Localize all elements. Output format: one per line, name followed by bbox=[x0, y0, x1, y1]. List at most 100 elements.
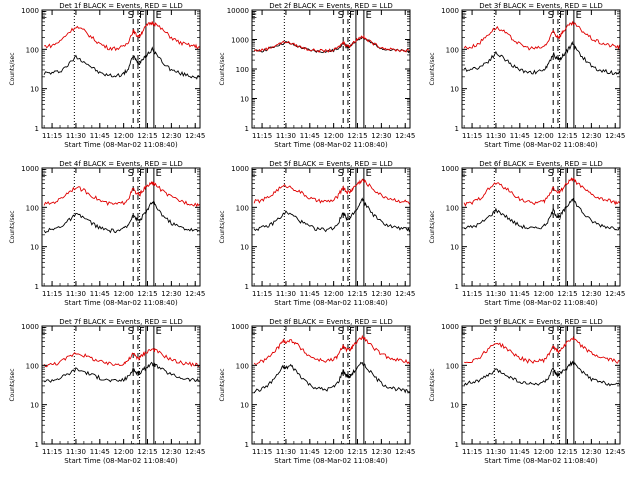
x-tick-label: 11:30 bbox=[486, 290, 506, 298]
interval-label: F bbox=[139, 168, 145, 179]
y-tick-label: 1000 bbox=[441, 323, 459, 331]
lld-series-line bbox=[253, 178, 411, 205]
x-tick-label: 11:15 bbox=[252, 132, 272, 140]
y-tick-label: 1000 bbox=[231, 165, 249, 173]
y-tick-label: 10000 bbox=[227, 7, 249, 15]
x-tick-label: 11:30 bbox=[486, 448, 506, 456]
y-axis-label: Counts/sec bbox=[9, 368, 16, 401]
y-tick-label: 10 bbox=[240, 244, 249, 252]
x-tick-label: 11:15 bbox=[462, 290, 482, 298]
y-tick-label: 1000 bbox=[21, 7, 39, 15]
interval-label: E bbox=[251, 326, 257, 337]
plot-frame bbox=[251, 9, 411, 129]
events-series-line bbox=[253, 197, 411, 233]
y-tick-label: 1 bbox=[35, 283, 39, 291]
plot-frame bbox=[461, 9, 621, 129]
x-tick-label: 12:45 bbox=[395, 132, 415, 140]
y-tick-label: 100 bbox=[236, 66, 249, 74]
x-tick-label: 11:15 bbox=[252, 290, 272, 298]
y-tick-label: 1000 bbox=[441, 7, 459, 15]
events-series-line bbox=[463, 198, 621, 231]
y-tick-label: 100 bbox=[446, 362, 459, 370]
x-tick-label: 11:45 bbox=[90, 448, 110, 456]
interval-label: F bbox=[349, 168, 355, 179]
y-axis-label: Counts/sec bbox=[429, 52, 436, 85]
y-tick-label: 1 bbox=[455, 125, 459, 133]
x-tick-label: 12:00 bbox=[114, 132, 134, 140]
y-axis-label: Counts/sec bbox=[219, 368, 226, 401]
x-tick-label: 11:45 bbox=[90, 132, 110, 140]
x-tick-label: 11:15 bbox=[42, 290, 62, 298]
chart-title: Det 2f BLACK = Events, RED = LLD bbox=[269, 2, 392, 10]
y-tick-label: 100 bbox=[446, 204, 459, 212]
chart-title: Det 3f BLACK = Events, RED = LLD bbox=[479, 2, 602, 10]
x-tick-label: 11:15 bbox=[42, 132, 62, 140]
x-tick-label: 12:15 bbox=[557, 290, 577, 298]
y-tick-label: 10 bbox=[30, 244, 39, 252]
interval-label: S bbox=[338, 168, 344, 179]
plot-frame bbox=[461, 325, 621, 445]
y-tick-label: 1 bbox=[455, 283, 459, 291]
plot-frame bbox=[41, 325, 201, 445]
x-tick-label: 12:00 bbox=[534, 448, 554, 456]
y-tick-label: 1 bbox=[245, 125, 249, 133]
plot-frame bbox=[41, 167, 201, 287]
events-series-line bbox=[463, 360, 621, 387]
y-tick-label: 1 bbox=[245, 441, 249, 449]
interval-label: E bbox=[365, 10, 371, 21]
x-tick-label: 11:30 bbox=[66, 132, 86, 140]
x-tick-label: 12:00 bbox=[534, 290, 554, 298]
x-tick-label: 12:00 bbox=[324, 132, 344, 140]
y-tick-label: 1 bbox=[455, 441, 459, 449]
x-tick-label: 12:45 bbox=[605, 132, 625, 140]
events-series-line bbox=[44, 361, 201, 383]
x-tick-label: 11:45 bbox=[300, 448, 320, 456]
y-tick-label: 1000 bbox=[21, 323, 39, 331]
chart-title: Det 8f BLACK = Events, RED = LLD bbox=[269, 318, 392, 326]
x-axis-label: Start Time (08-Mar-02 11:08:40) bbox=[484, 299, 598, 307]
y-tick-label: 100 bbox=[446, 46, 459, 54]
lld-series-line bbox=[43, 181, 201, 208]
events-series-line bbox=[43, 46, 201, 80]
chart-title: Det 4f BLACK = Events, RED = LLD bbox=[59, 160, 182, 168]
events-series-line bbox=[43, 200, 201, 234]
x-tick-label: 12:30 bbox=[161, 132, 181, 140]
x-tick-label: 12:15 bbox=[347, 448, 367, 456]
interval-label: E bbox=[365, 168, 371, 179]
interval-label: S bbox=[338, 326, 344, 337]
x-tick-label: 11:45 bbox=[300, 132, 320, 140]
x-tick-label: 12:15 bbox=[347, 290, 367, 298]
interval-label: S bbox=[548, 10, 554, 21]
x-axis-label: Start Time (08-Mar-02 11:08:40) bbox=[274, 457, 388, 465]
x-tick-label: 11:45 bbox=[510, 448, 530, 456]
y-axis-label: Counts/sec bbox=[219, 52, 226, 85]
y-tick-label: 100 bbox=[236, 204, 249, 212]
x-tick-label: 12:45 bbox=[185, 290, 205, 298]
x-axis-label: Start Time (08-Mar-02 11:08:40) bbox=[484, 141, 598, 149]
x-tick-label: 12:15 bbox=[137, 132, 157, 140]
y-tick-label: 1000 bbox=[21, 165, 39, 173]
y-tick-label: 100 bbox=[26, 46, 39, 54]
interval-label: F bbox=[349, 10, 355, 21]
y-tick-label: 1000 bbox=[231, 37, 249, 45]
x-tick-label: 11:30 bbox=[66, 290, 86, 298]
interval-label: S bbox=[548, 168, 554, 179]
x-tick-label: 12:00 bbox=[324, 290, 344, 298]
x-tick-label: 12:30 bbox=[581, 290, 601, 298]
x-tick-label: 11:30 bbox=[276, 132, 296, 140]
interval-label: F bbox=[559, 10, 565, 21]
interval-label: E bbox=[575, 10, 581, 21]
chart-title: Det 1f BLACK = Events, RED = LLD bbox=[59, 2, 182, 10]
x-axis-label: Start Time (08-Mar-02 11:08:40) bbox=[484, 457, 598, 465]
interval-label: E bbox=[461, 168, 467, 179]
y-tick-label: 10 bbox=[240, 96, 249, 104]
interval-label: E bbox=[155, 10, 161, 21]
interval-label: S bbox=[128, 326, 134, 337]
y-tick-label: 100 bbox=[26, 204, 39, 212]
interval-label: E bbox=[41, 168, 47, 179]
y-tick-label: 10 bbox=[240, 402, 249, 410]
